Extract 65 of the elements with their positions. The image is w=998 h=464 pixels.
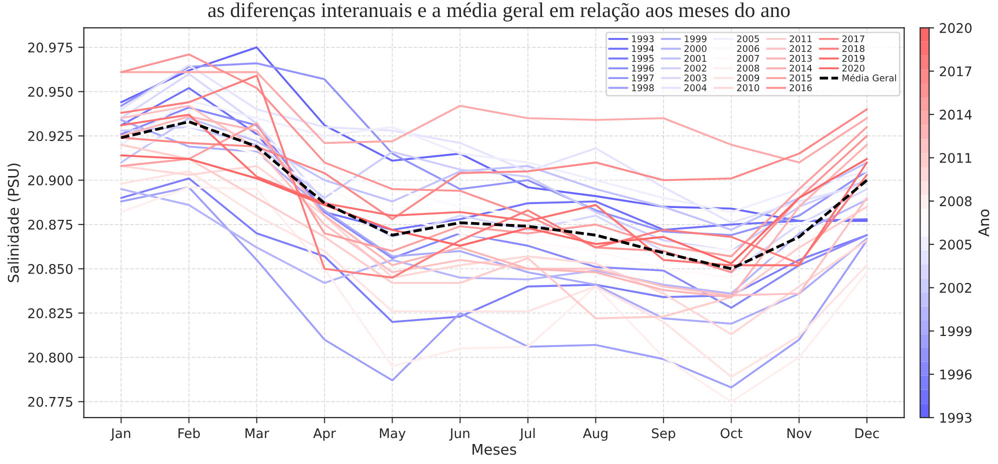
legend-label: 2012 (790, 45, 812, 52)
legend-label: 1993 (632, 35, 654, 42)
color-bar-label: 2002 (940, 282, 972, 293)
legend-label: 2010 (737, 84, 760, 92)
color-bar-label: 1996 (940, 370, 972, 380)
color-bar-label: 2017 (940, 66, 972, 76)
legend-label: 2016 (790, 84, 812, 92)
legend-label: 2009 (737, 74, 760, 82)
legend-label: 2019 (842, 54, 864, 62)
y-tick-label: 20.925 (28, 131, 72, 142)
legend-label: 2017 (842, 35, 864, 42)
x-tick-label: Sep (652, 428, 676, 441)
legend-label: 1995 (632, 54, 654, 62)
color-bar-label: 1993 (940, 412, 972, 423)
y-tick-label: 20.850 (28, 264, 73, 274)
legend-label: 2018 (842, 45, 864, 52)
legend-label: 1998 (632, 84, 654, 92)
x-tick-label: Oct (720, 428, 742, 438)
x-tick-label: Jan (110, 428, 130, 441)
legend-label: 2005 (737, 35, 759, 42)
legend-label: Média Geral (842, 74, 896, 82)
legend-label: 2006 (737, 45, 760, 52)
x-tick-label: May (380, 428, 406, 441)
color-bar-label: 2014 (940, 110, 972, 120)
legend-label: 2020 (842, 64, 864, 72)
x-tick-label: Mar (246, 428, 270, 438)
x-tick-label: Feb (178, 428, 200, 438)
legend-label: 2015 (790, 74, 812, 82)
line-series (120, 71, 868, 164)
legend-label: 2013 (790, 54, 812, 62)
color-bar-label: 1999 (940, 326, 972, 336)
y-tick-label: 20.950 (28, 86, 73, 97)
x-tick-label: Jul (519, 428, 535, 441)
legend-label: 1994 (632, 45, 654, 52)
legend-label: 1999 (684, 35, 706, 42)
y-axis-title: Salinidade (PSU) (8, 164, 21, 282)
legend-label: 2003 (684, 74, 706, 82)
color-bar-label: 2020 (940, 23, 972, 34)
legend-label: 2014 (790, 64, 812, 72)
legend-label: 2007 (737, 54, 759, 62)
y-tick-label: 20.900 (28, 175, 73, 186)
color-bar-label: 2005 (940, 240, 972, 250)
legend-label: 2001 (684, 54, 706, 62)
legend-label: 2002 (684, 64, 706, 72)
x-tick-label: Jun (449, 428, 470, 441)
x-tick-label: Apr (313, 428, 336, 441)
y-tick-label: 20.825 (28, 308, 72, 318)
legend-label: 1997 (632, 74, 654, 82)
legend-label: 2011 (790, 35, 812, 42)
legend-label: 2008 (737, 64, 760, 72)
y-tick-label: 20.800 (28, 352, 73, 363)
color-bar-label: 2011 (940, 152, 972, 163)
x-tick-label: Dec (855, 428, 879, 438)
x-tick-label: Aug (582, 428, 608, 441)
x-tick-label: Nov (788, 428, 812, 438)
legend-label: 1996 (632, 64, 654, 72)
chart-title: as diferenças interanuais e a média geral em relação aos meses do ano (208, 2, 790, 22)
y-tick-label: 20.775 (28, 396, 72, 407)
legend-label: 2000 (684, 45, 706, 52)
color-bar-title: Ano (978, 209, 990, 237)
color-bar-label: 2008 (940, 196, 972, 206)
y-tick-label: 20.975 (28, 42, 72, 53)
legend-label: 2004 (684, 84, 707, 92)
x-axis-title: Meses (472, 444, 516, 455)
y-tick-label: 20.875 (28, 220, 72, 230)
